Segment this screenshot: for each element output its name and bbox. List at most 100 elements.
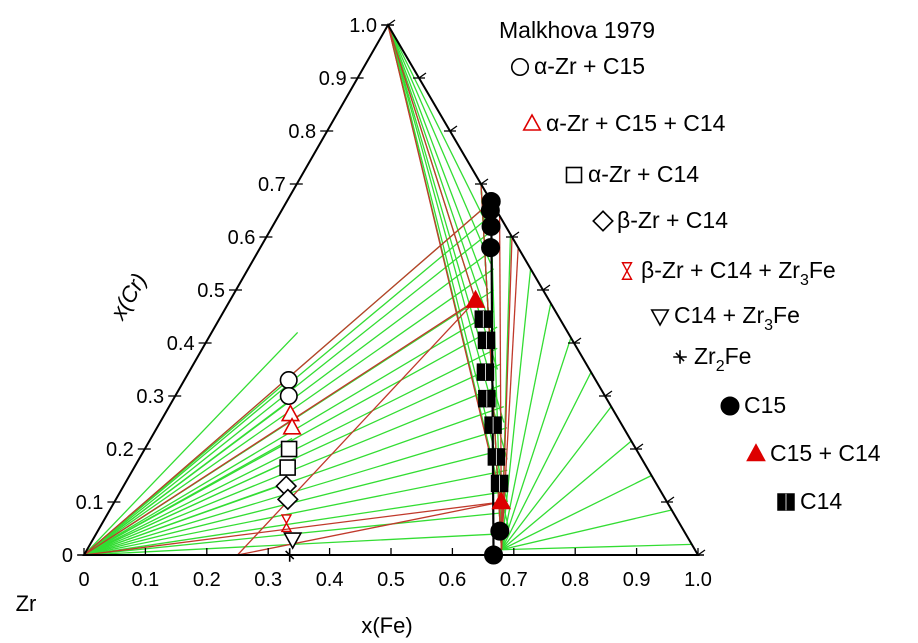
circle-open-marker <box>279 371 298 390</box>
bottom-tick-label: 0.4 <box>316 569 344 591</box>
tie-line <box>83 490 508 556</box>
circle-open-marker <box>279 386 298 406</box>
axis-tick-labels: 00 0.1 0.1 0.2 0.2 0.3 0.3 0.4 0.4 0.5 0.5 0.6 0.6 0.… <box>62 15 712 591</box>
tie-line <box>501 509 672 551</box>
triangle-filled-marker <box>746 443 766 462</box>
circle-filled-marker <box>480 201 500 220</box>
bottom-tick-label: 0.9 <box>623 569 651 591</box>
legend-title: Malkhova 1979 <box>499 17 655 43</box>
legend-label: C14 <box>800 488 842 514</box>
bottom-tick-label: 0 <box>78 569 89 591</box>
legend-item: α-Zr + C15 <box>510 53 645 79</box>
series-markers <box>275 475 299 511</box>
legend-label-text: Fe <box>725 343 752 369</box>
legend-item: C15 <box>720 392 786 418</box>
circle-filled-marker <box>481 216 501 236</box>
right-tick <box>635 443 644 450</box>
triangle-open-marker <box>280 403 301 422</box>
bottom-tick-label: 0.3 <box>254 569 282 591</box>
square-open-marker <box>565 166 583 184</box>
x-axis-title: x(Fe) <box>361 613 412 638</box>
axis-ticks <box>77 19 706 556</box>
tie-line <box>83 480 293 556</box>
circle-open-marker <box>510 57 530 77</box>
series-markers <box>474 310 509 493</box>
circle-filled-marker <box>720 396 740 416</box>
tie-line <box>83 469 508 556</box>
triangle-down-open-marker <box>283 532 303 550</box>
bottom-tick-label: 0.6 <box>438 569 466 591</box>
legend-item: C14 + Zr3Fe <box>650 302 800 334</box>
right-tick <box>511 231 520 238</box>
left-tick-label: 0.1 <box>76 492 104 514</box>
circle-filled-marker <box>481 238 501 258</box>
tie-line <box>237 501 502 556</box>
left-tick-label: 1.0 <box>349 15 377 37</box>
legend-label-text: α-Zr + C14 <box>588 161 699 187</box>
tie-line <box>500 371 592 550</box>
tie-lines <box>83 24 692 556</box>
circle-filled-marker <box>484 545 504 565</box>
bottom-tick-label: 0.2 <box>193 569 221 591</box>
tie-line <box>387 24 477 301</box>
series-markers <box>480 191 510 565</box>
tie-line <box>500 337 572 550</box>
legend-item: α-Zr + C14 <box>565 161 699 187</box>
legend-label: Zr2Fe <box>694 343 751 375</box>
left-tick-label: 0.3 <box>136 386 164 408</box>
legend-label: C15 + C14 <box>770 440 881 466</box>
series-markers <box>280 514 293 533</box>
legend-label: β-Zr + C14 + Zr3Fe <box>641 257 836 289</box>
left-tick-label: 0.9 <box>319 68 347 90</box>
legend-label-subscript: 2 <box>716 358 725 375</box>
triangle-open-marker <box>282 417 302 435</box>
legend-label-text: C14 + Zr <box>674 302 764 328</box>
hourglass-open-marker <box>280 514 293 533</box>
circle-filled-marker <box>490 521 510 541</box>
triangle-open-marker <box>522 113 542 131</box>
series-markers <box>279 371 298 406</box>
bottom-tick-label: 1.0 <box>684 569 712 591</box>
tie-line <box>83 501 502 556</box>
legend-label: α-Zr + C14 <box>588 161 699 187</box>
hourglass-open-marker <box>621 262 633 280</box>
tie-line <box>500 406 612 551</box>
legend-label-text: Zr <box>694 343 716 369</box>
right-tick <box>418 72 427 79</box>
legend-label-text: C15 + C14 <box>770 440 881 466</box>
triangle-filled-marker <box>465 289 486 308</box>
data-markers <box>275 191 512 565</box>
tie-line <box>83 459 293 556</box>
tie-line <box>501 543 692 551</box>
legend-label-text: β-Zr + C14 + Zr <box>641 257 800 283</box>
left-tick-label: 0.6 <box>228 227 256 249</box>
right-tick <box>542 284 551 291</box>
left-tick-label: 0.5 <box>197 280 225 302</box>
series-markers <box>465 289 512 510</box>
tie-line <box>387 24 505 423</box>
diamond-open-marker <box>592 210 614 232</box>
legend-label-text: Fe <box>773 302 800 328</box>
legend: Malkhova 1979 α-Zr + C15 α-Zr + C15 + C14… <box>499 17 881 514</box>
left-tick-label: 0 <box>62 545 73 567</box>
tie-line <box>83 331 299 556</box>
diamond-open-marker <box>276 488 299 511</box>
series-markers <box>282 548 297 562</box>
left-tick-label: 0.4 <box>167 333 195 355</box>
square-open-marker <box>279 459 296 476</box>
bottom-tick-label: 0.5 <box>377 569 405 591</box>
series-markers <box>283 532 303 550</box>
right-tick <box>480 178 489 185</box>
legend-item: Zr2Fe <box>673 343 751 375</box>
right-tick <box>573 337 582 344</box>
bottom-tick-label: 0.7 <box>500 569 528 591</box>
tie-line <box>83 400 290 556</box>
legend-label-text: α-Zr + C15 + C14 <box>546 110 726 136</box>
legend-label-text: Fe <box>809 257 836 283</box>
plus-star-marker <box>282 548 297 562</box>
right-tick <box>449 125 458 132</box>
tie-line <box>387 24 502 503</box>
left-tick-label: 0.8 <box>288 121 316 143</box>
triangle-filled-marker <box>491 491 512 510</box>
